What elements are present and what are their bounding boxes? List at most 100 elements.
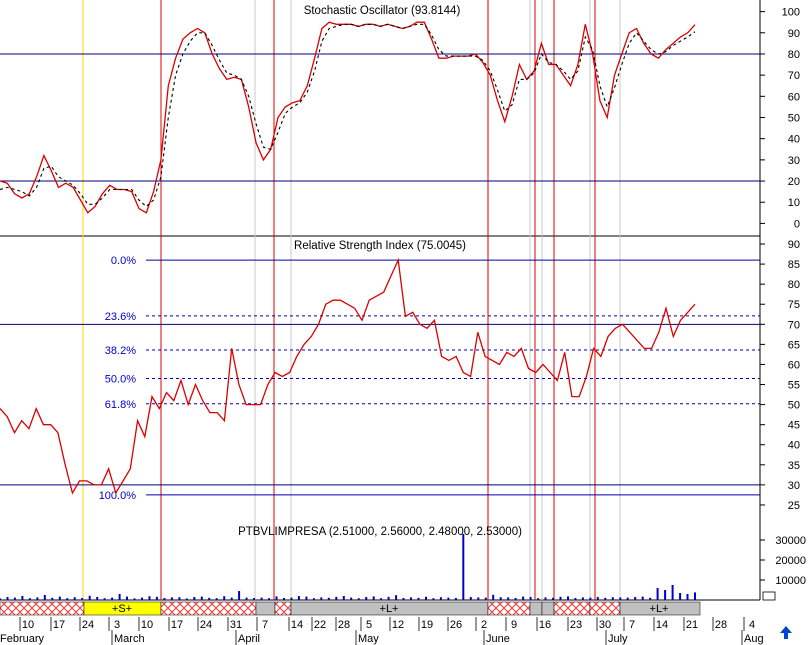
- y-tick-label: 65: [788, 339, 800, 351]
- volume-bar: [552, 597, 554, 600]
- month-label: May: [358, 633, 379, 645]
- y-tick-label: 70: [788, 319, 800, 331]
- volume-bar: [155, 596, 158, 600]
- y-tick-label: 90: [788, 28, 800, 40]
- stochastic-title: Stochastic Oscillator (93.8144): [304, 5, 461, 17]
- day-label: 17: [53, 619, 65, 631]
- volume-bar: [559, 596, 562, 600]
- volume-bar: [439, 597, 442, 600]
- up-arrow-icon[interactable]: [780, 626, 792, 639]
- volume-bar: [537, 598, 540, 600]
- day-label: 24: [82, 619, 94, 631]
- signal-bar: +S+ +L+ +L+: [0, 601, 701, 616]
- volume-bar: [529, 597, 532, 600]
- y-tick-label: 45: [788, 420, 800, 432]
- day-label: 9: [511, 619, 517, 631]
- day-label: 28: [715, 619, 727, 631]
- long-zone: [529, 601, 543, 616]
- volume-bar: [634, 597, 637, 600]
- month-label: February: [0, 633, 45, 645]
- day-label: 24: [200, 619, 212, 631]
- y-tick-label: 30: [788, 155, 800, 167]
- fibonacci-label: 38.2%: [105, 345, 136, 357]
- volume-bar: [649, 597, 652, 600]
- y-tick-label: 60: [788, 359, 800, 371]
- volume-bar: [253, 598, 256, 600]
- y-tick-label: 85: [788, 259, 800, 271]
- volume-bar: [327, 597, 330, 600]
- volume-bar: [13, 597, 16, 600]
- volume-bar: [447, 597, 450, 600]
- day-label: 23: [570, 619, 582, 631]
- volume-bar: [342, 596, 345, 600]
- volume-bar: [73, 597, 76, 600]
- rsi-title: Relative Strength Index (75.0045): [294, 240, 466, 252]
- volume-bar: [6, 597, 9, 600]
- volume-bar: [365, 597, 368, 600]
- y-tick-label: 75: [788, 299, 800, 311]
- volume-bar: [574, 598, 577, 600]
- month-label: June: [486, 633, 510, 645]
- y-tick-label: 90: [788, 239, 800, 251]
- volume-bar: [492, 594, 495, 600]
- volume-bar: [581, 597, 584, 600]
- y-tick-label: 0: [794, 218, 800, 230]
- time-axis: 10 17 24 3 10 17 24 31 7 14 22 28 5 12 19 26 2 9 16 23 30 7 14…: [0, 617, 764, 645]
- volume-bar: [544, 597, 547, 600]
- volume-bar: [111, 597, 114, 600]
- day-label: 16: [539, 619, 551, 631]
- volume-bar: [522, 596, 525, 600]
- stochastic-k-line: [0, 21, 696, 214]
- volume-bar: [170, 597, 173, 600]
- day-label: 7: [262, 619, 268, 631]
- volume-bar: [245, 597, 248, 600]
- volume-bar: [567, 596, 569, 600]
- hatch-zone: [0, 601, 85, 616]
- day-label: 3: [114, 619, 120, 631]
- event-vertical-lines: [82, 0, 621, 600]
- volume-bar: [679, 593, 682, 600]
- volume-bar: [193, 597, 196, 600]
- fibonacci-label: 50.0%: [105, 374, 136, 386]
- volume-bar: [118, 594, 121, 600]
- volume-bar: [454, 598, 457, 600]
- volume-bar: [36, 597, 39, 600]
- day-label: 10: [141, 619, 153, 631]
- volume-bar: [484, 597, 487, 600]
- y-tick-label: 50: [788, 113, 800, 125]
- day-label: 4: [749, 619, 755, 631]
- volume-bar: [66, 598, 69, 600]
- volume-bar: [425, 596, 427, 600]
- volume-bar: [305, 596, 308, 600]
- hatch-zone: [274, 601, 292, 616]
- fibonacci-label: 100.0%: [99, 490, 137, 502]
- volume-bar: [312, 598, 315, 600]
- volume-bar: [626, 597, 629, 600]
- volume-bar: [507, 597, 510, 600]
- y-tick-label: 100: [782, 7, 800, 19]
- volume-bar: [238, 591, 241, 600]
- y-tick-label: 30: [788, 480, 800, 492]
- volume-bar: [641, 596, 644, 600]
- volume-bar: [148, 596, 151, 600]
- volume-bar: [410, 597, 412, 600]
- volume-bar: [462, 534, 465, 600]
- volume-bar: [81, 598, 84, 600]
- volume-bar: [387, 596, 390, 600]
- volume-bar: [103, 598, 106, 600]
- hatch-zone: [160, 601, 257, 616]
- rsi-line: [0, 257, 696, 495]
- volume-bar: [357, 598, 360, 600]
- volume-bar: [380, 598, 383, 600]
- volume-bar: [28, 598, 31, 600]
- scroll-box[interactable]: [762, 591, 776, 601]
- day-label: 7: [629, 619, 635, 631]
- hatch-zone: [589, 601, 621, 616]
- volume-bar: [320, 597, 323, 600]
- y-tick-label: 10: [788, 197, 800, 209]
- sell-label: +S+: [112, 603, 132, 615]
- volume-bar: [223, 596, 226, 600]
- y-tick-label: 40: [788, 134, 800, 146]
- rsi-panel: 0.0% 23.6% 38.2% 50.0% 61.8% 100.0% 25 30 35 40 45…: [0, 239, 800, 512]
